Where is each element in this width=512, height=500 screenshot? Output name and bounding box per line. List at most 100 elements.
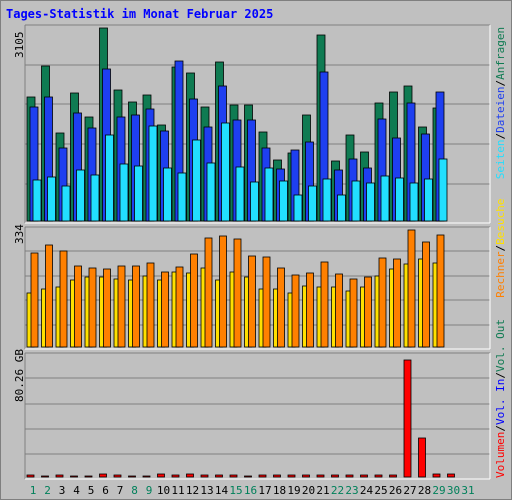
volumen-bar (99, 473, 107, 478)
volumen-bar (26, 474, 35, 478)
day-label: 27 (403, 484, 416, 497)
volumen-bar (244, 475, 252, 478)
volumen-bar (229, 474, 238, 478)
rechner-bar (291, 274, 300, 348)
legend-seiten: Seiten (494, 139, 507, 180)
rechner-bar (219, 235, 227, 348)
rechner-bar (277, 267, 285, 348)
legend-besuche: Besuche (494, 198, 507, 245)
chart-title: Tages-Statistik im Monat Februar 2025 (6, 7, 274, 21)
rechner-bar (335, 273, 343, 348)
day-label: 4 (73, 484, 80, 497)
seiten-bar (119, 163, 129, 222)
volumen-bar (171, 474, 180, 478)
seiten-bar (235, 166, 245, 222)
panel2-axis-max-label: 334 (13, 224, 26, 244)
day-label: 2 (44, 484, 51, 497)
rechner-bar (320, 261, 329, 348)
legend-separator: / (494, 425, 507, 432)
day-label: 29 (432, 484, 445, 497)
day-label: 25 (374, 484, 387, 497)
rechner-bar (175, 266, 184, 348)
legend-vol-in: Vol. In (494, 378, 507, 426)
volumen-bar (302, 474, 310, 478)
rechner-bar (233, 238, 242, 348)
rechner-bar (117, 265, 126, 348)
volumen-bar (200, 474, 209, 478)
volumen-bar (142, 475, 151, 478)
day-label: 26 (389, 484, 402, 497)
day-label: 21 (316, 484, 329, 497)
rechner-bar (378, 257, 387, 348)
volumen-bar (447, 473, 455, 478)
rechner-bar (88, 267, 97, 348)
day-label: 1 (30, 484, 37, 497)
seiten-bar (76, 169, 85, 222)
volumen-bar (70, 475, 78, 478)
rechner-bar (422, 241, 430, 348)
seiten-bar (322, 178, 332, 222)
seiten-bar (337, 194, 346, 222)
volumen-bar (374, 474, 383, 478)
volumen-bar (215, 474, 223, 478)
volumen-bar (186, 473, 194, 478)
day-label: 12 (186, 484, 199, 497)
volumen-bar (331, 474, 339, 478)
day-label: 19 (287, 484, 300, 497)
seiten-bar (409, 182, 419, 222)
rechner-bar (262, 256, 271, 348)
day-label: 18 (273, 484, 286, 497)
volumen-bar (128, 475, 136, 478)
volumen-bar (345, 474, 354, 478)
seiten-bar (163, 167, 172, 222)
seiten-bar (47, 176, 56, 222)
seiten-bar (424, 178, 433, 222)
day-label: 6 (102, 484, 109, 497)
rechner-bar (103, 268, 111, 348)
rechner-bar (59, 250, 68, 348)
seiten-bar (61, 185, 71, 222)
day-label: 30 (447, 484, 460, 497)
day-label: 16 (244, 484, 257, 497)
legend-dateien: Dateien (494, 86, 507, 133)
rechner-bar (161, 271, 169, 348)
day-label: 9 (146, 484, 153, 497)
legend-separator: / (494, 132, 507, 140)
volumen-bar (113, 474, 122, 478)
day-label: 28 (418, 484, 431, 497)
panel-3-background (25, 353, 490, 479)
day-label: 14 (215, 484, 229, 497)
day-label: 17 (258, 484, 271, 497)
seiten-bar (206, 162, 216, 222)
legend-rechner: Rechner (494, 251, 507, 298)
seiten-bar (90, 174, 100, 222)
seiten-bar (134, 165, 143, 222)
day-label: 23 (345, 484, 358, 497)
volumen-bar (360, 474, 368, 478)
rechner-bar (393, 258, 401, 348)
rechner-bar (364, 276, 372, 348)
legend-volumen: Volumen (494, 431, 507, 478)
right-legend: Volumen/Vol. In/Vol. Out Rechner/Besuche… (494, 27, 507, 478)
volumen-bar (273, 474, 281, 478)
seiten-bar (395, 177, 404, 222)
day-label: 7 (117, 484, 124, 497)
seiten-bar (279, 180, 288, 222)
seiten-bar (105, 134, 114, 222)
seiten-bar (148, 125, 158, 222)
day-label: 3 (59, 484, 66, 497)
rechner-bar (248, 255, 256, 348)
rechner-bar (132, 265, 140, 348)
seiten-bar (264, 167, 274, 222)
volumen-bar (55, 474, 64, 478)
day-label: 13 (200, 484, 213, 497)
seiten-bar (380, 175, 390, 222)
volumen-bar (418, 437, 426, 478)
day-label: 20 (302, 484, 315, 497)
rechner-bar (190, 253, 198, 348)
panel1-axis-max-label: 3105 (13, 31, 26, 59)
panel3-axis-max-label: 80.26 GB (13, 349, 26, 402)
volumen-bar (41, 475, 49, 478)
legend-separator: / (494, 79, 507, 87)
seiten-bar (366, 182, 375, 222)
